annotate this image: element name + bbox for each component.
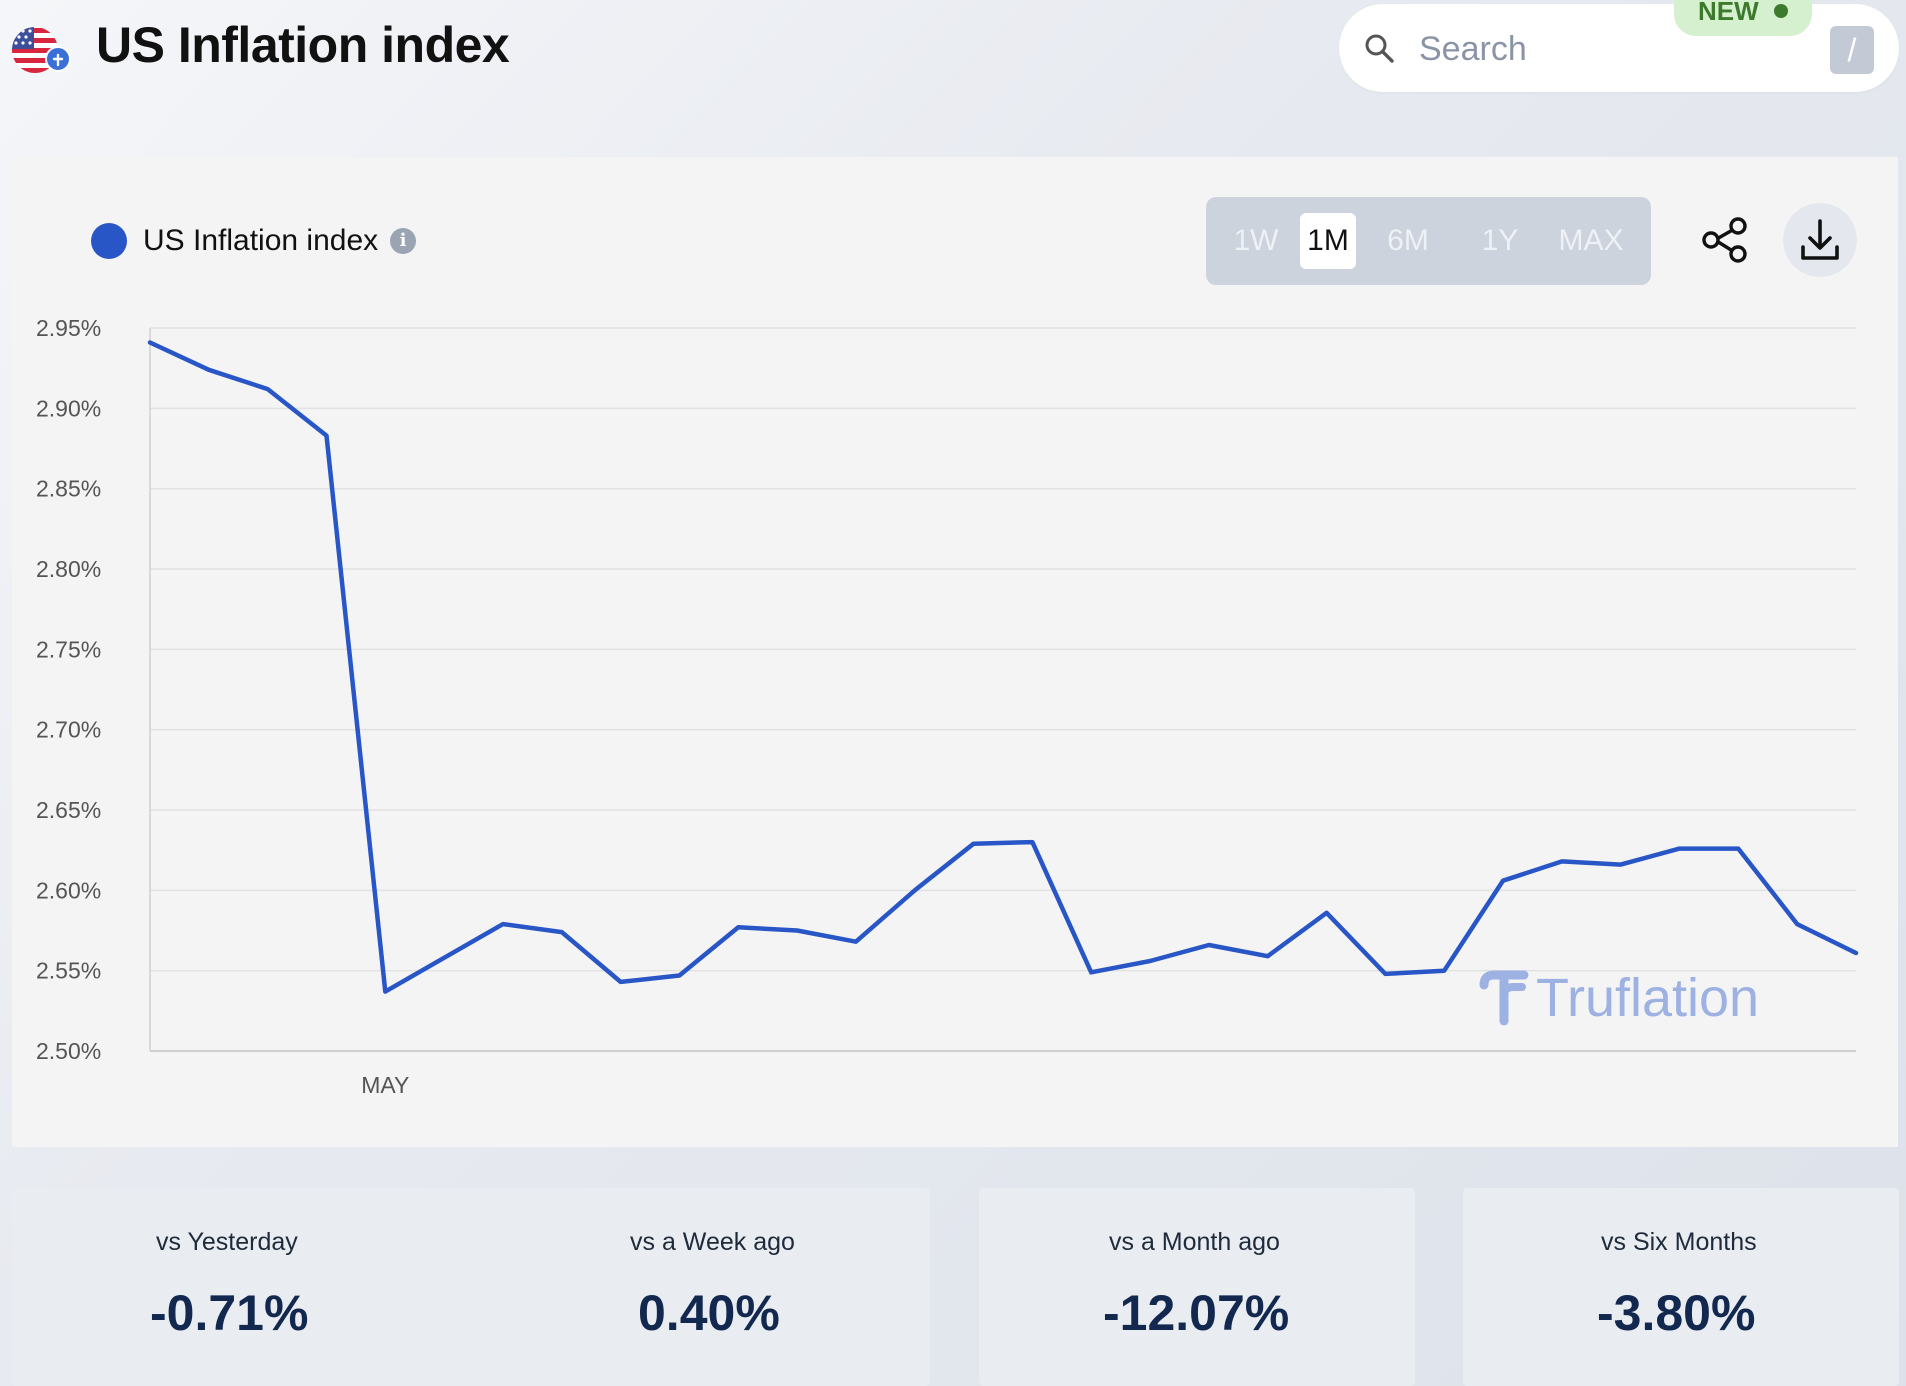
y-tick-label: 2.65% [36, 797, 101, 823]
line-chart: 2.95% 2.90% 2.85% 2.80% 2.75% 2.70% 2.65% 2.60%… [36, 315, 1859, 1098]
y-tick-label: 2.60% [36, 877, 101, 903]
stat-label: vs a Month ago [1109, 1228, 1280, 1256]
range-button-max[interactable]: MAX [1558, 224, 1624, 257]
legend-label: US Inflation index [143, 224, 379, 257]
y-tick-label: 2.85% [36, 476, 101, 502]
chart-card: US Inflation index i 1W 1M 6M 1Y MAX 2.9… [12, 157, 1898, 1147]
truflation-logo-icon [1479, 970, 1529, 1026]
truflation-watermark: Truflation [1478, 969, 1759, 1027]
search-box[interactable]: / [1339, 4, 1899, 92]
y-tick-label: 2.55% [36, 958, 101, 984]
stat-value: -3.80% [1597, 1285, 1756, 1341]
range-button-1m[interactable]: 1M [1300, 213, 1356, 269]
y-tick-label: 2.80% [36, 556, 101, 582]
search-shortcut-key: / [1830, 26, 1874, 74]
stat-card-six-months: vs Six Months -3.80% [1463, 1188, 1899, 1386]
new-badge-label: NEW [1698, 0, 1759, 26]
page-title: US Inflation index [96, 17, 510, 73]
watermark-text: Truflation [1536, 968, 1760, 1028]
legend-color-dot [91, 223, 127, 259]
y-tick-label: 2.75% [36, 636, 101, 662]
range-button-6m[interactable]: 6M [1387, 224, 1429, 257]
y-tick-label: 2.50% [36, 1038, 101, 1064]
search-icon [1365, 34, 1394, 63]
y-tick-label: 2.70% [36, 717, 101, 743]
series-line [147, 340, 1859, 994]
stat-value: 0.40% [638, 1285, 780, 1341]
y-tick-label: 2.95% [36, 315, 101, 341]
y-tick-label: 2.90% [36, 395, 101, 421]
info-icon[interactable]: i [390, 228, 416, 254]
stat-value: -0.71% [150, 1285, 309, 1341]
range-button-1w[interactable]: 1W [1233, 224, 1279, 257]
new-badge-dot [1774, 4, 1788, 18]
search-input[interactable] [1417, 26, 1721, 72]
download-button[interactable] [1783, 203, 1857, 277]
share-icon[interactable] [1688, 203, 1762, 277]
stat-value: -12.07% [1103, 1285, 1290, 1341]
range-selector: 1W 1M 6M 1Y MAX [1206, 197, 1651, 285]
range-button-1y[interactable]: 1Y [1481, 224, 1519, 257]
page-header: US Inflation index / NEW [0, 0, 1906, 130]
new-badge: NEW [1674, 0, 1812, 36]
stat-label: vs Yesterday [156, 1228, 298, 1256]
stat-card-month: vs a Month ago -12.07% [979, 1188, 1415, 1386]
us-flag-icon [12, 27, 71, 73]
download-icon [1801, 219, 1839, 260]
stat-card-yesterday-week: vs Yesterday -0.71% vs a Week ago 0.40% [12, 1188, 930, 1386]
x-tick-label: MAY [361, 1072, 409, 1098]
stat-label: vs Six Months [1601, 1228, 1757, 1256]
stat-label: vs a Week ago [630, 1228, 795, 1256]
